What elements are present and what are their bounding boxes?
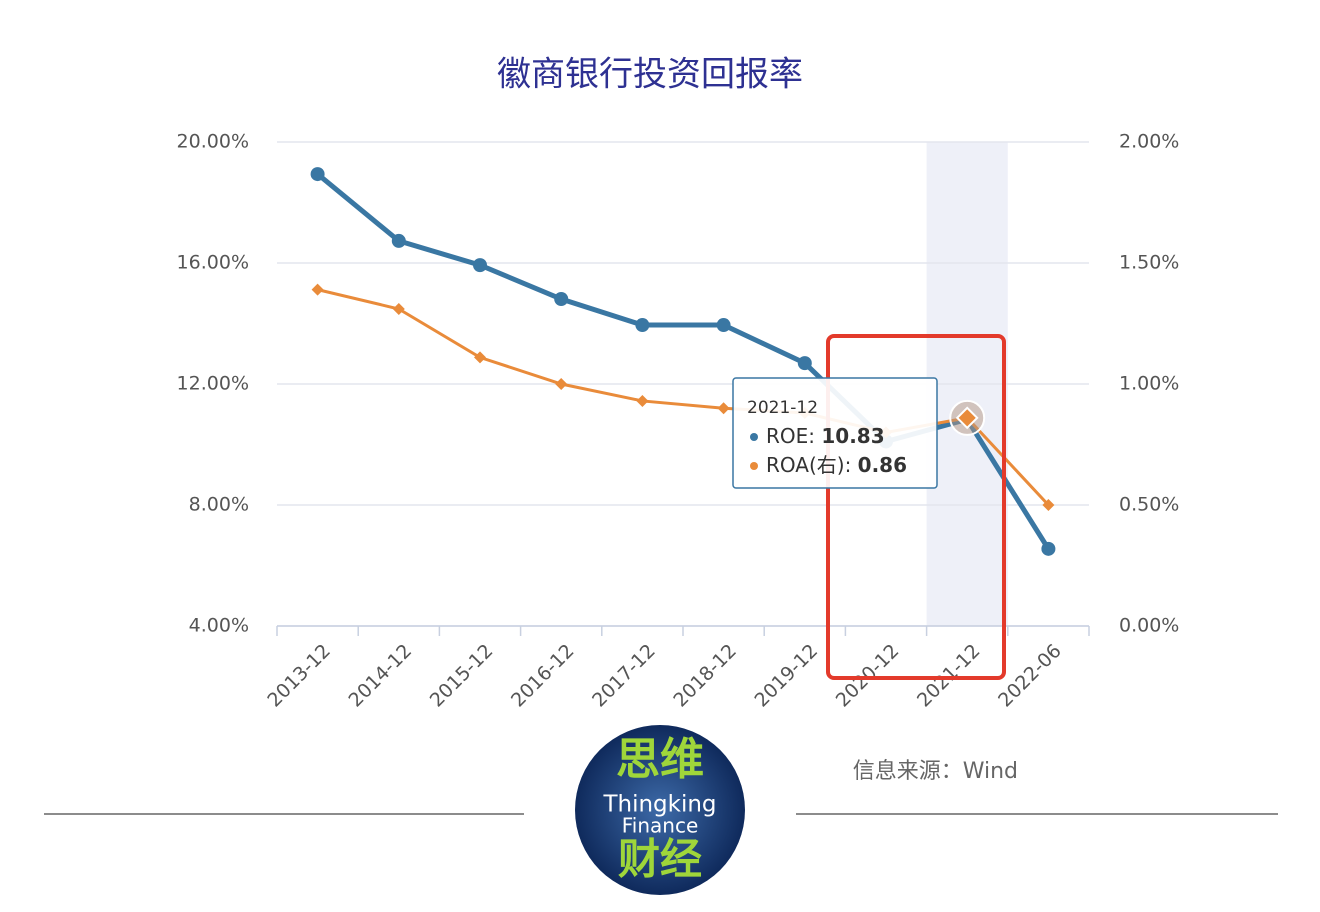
x-tick-label: 2019-12 [751,640,823,712]
y-tick-label: 20.00% [177,131,249,153]
tooltip-category: 2021-12 [747,398,818,418]
tooltip-value: 10.83 [821,424,884,448]
point [1041,541,1056,556]
y2-tick-label: 0.50% [1119,494,1179,516]
point [391,233,406,248]
annotation-box [826,334,1006,680]
tooltip-label: ROE: [766,424,821,448]
point [311,283,324,296]
tooltip-dot [750,462,758,470]
point [797,356,812,371]
point [473,258,487,273]
point [554,291,569,306]
x-tick-label: 2013-12 [263,640,335,712]
tooltip-value: 0.86 [858,453,907,477]
point [635,318,650,333]
point [717,402,730,415]
point [1042,499,1055,511]
logo-text: 财经 [618,835,702,884]
x-tick-label: 2014-12 [345,640,417,712]
tooltip-box [732,377,938,489]
x-tick-label: 2021-12 [913,640,985,712]
logo: 思维 Thingking Finance 财经 [575,725,745,895]
x-tick-label: 2015-12 [426,640,498,712]
y2-tick-label: 2.00% [1119,131,1179,153]
y-tick-label: 12.00% [177,373,249,395]
logo-circle [575,725,745,895]
point [636,394,649,407]
logo-text: Finance [622,814,699,838]
x-tick-label: 2018-12 [669,640,741,712]
point [474,351,486,364]
logo-text: Thingking [602,792,716,818]
y-tick-label: 8.00% [189,494,249,516]
tooltip-item: ROE: 10.83 [766,424,885,448]
point [555,378,568,390]
point [310,167,325,182]
x-tick-label: 2017-12 [588,640,660,712]
y2-tick-label: 0.00% [1119,615,1179,637]
tooltip: 2021-12 ROE: 10.83 ROA(右): 0.86 [732,377,938,489]
source: 信息来源：Wind [853,759,1018,784]
x-tick-label: 2020-12 [832,640,904,712]
y-tick-label: 16.00% [177,252,249,274]
y2-tick-label: 1.50% [1119,252,1179,274]
y-tick-label: 4.00% [189,615,249,637]
logo-text: 思维 [616,734,704,785]
chart-title: 徽商银行投资回报率 [497,55,803,95]
y2-tick-label: 1.00% [1119,373,1179,395]
x-tick-label: 2016-12 [507,640,579,712]
point [955,406,979,430]
point [392,302,405,315]
tooltip-label: ROA(右): [766,453,858,477]
point [716,318,731,333]
tooltip-dot [750,433,758,441]
tooltip-item: ROA(右): 0.86 [766,453,907,477]
